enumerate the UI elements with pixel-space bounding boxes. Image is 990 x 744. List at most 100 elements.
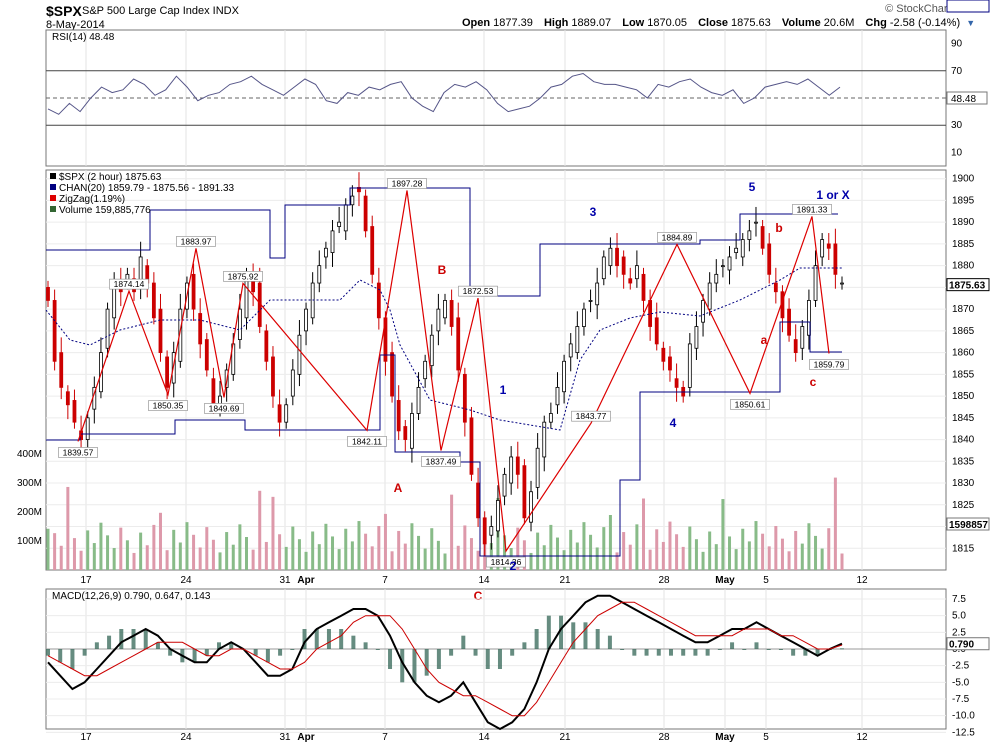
rsi-y-tick-label: 70 bbox=[951, 66, 963, 77]
candle-body bbox=[813, 265, 818, 301]
candle-body bbox=[754, 221, 758, 224]
volume-bar bbox=[642, 498, 645, 570]
candle-body bbox=[807, 300, 811, 336]
volume-tag-box bbox=[946, 517, 990, 531]
chart-date: 8-May-2014 bbox=[46, 19, 105, 31]
wave-label: 4 bbox=[670, 416, 677, 430]
candle-body bbox=[502, 473, 507, 497]
candle-body bbox=[357, 186, 361, 193]
candle-body bbox=[529, 491, 533, 523]
volume-bar bbox=[297, 539, 301, 570]
zigzag-value-box bbox=[571, 410, 611, 422]
volume-bar bbox=[734, 549, 738, 570]
volume-bar bbox=[450, 494, 454, 570]
zigzag-value-box bbox=[109, 278, 149, 290]
zigzag-value-box bbox=[176, 236, 216, 247]
candle-body bbox=[330, 230, 335, 254]
zigzag-value-label: 1883.97 bbox=[181, 236, 212, 246]
macd-x-tick-label: 31 bbox=[279, 732, 291, 743]
last-price-tag-box bbox=[946, 278, 990, 292]
volume-bar bbox=[198, 547, 202, 570]
price-y-tick-label: 1840 bbox=[952, 435, 975, 446]
legend-swatch bbox=[50, 173, 56, 179]
volume-bar bbox=[814, 535, 818, 570]
candle-body bbox=[668, 356, 672, 371]
macd-histogram-bar bbox=[400, 649, 405, 683]
macd-histogram-bar bbox=[192, 649, 197, 663]
price-y-tick-label: 1900 bbox=[952, 174, 975, 185]
chevron-down-icon[interactable]: ▼ bbox=[966, 18, 976, 28]
candle-body bbox=[707, 282, 712, 310]
volume-bar bbox=[377, 526, 381, 570]
volume-bar bbox=[278, 534, 282, 570]
candle-body bbox=[714, 273, 719, 284]
candle-body bbox=[509, 456, 514, 484]
volume-bar bbox=[754, 521, 758, 570]
volume-bar bbox=[211, 539, 215, 570]
macd-histogram-bar bbox=[840, 648, 844, 650]
quote-close-label: Close bbox=[698, 17, 729, 29]
volume-bar bbox=[655, 529, 659, 570]
rsi-y-tick-label: 10 bbox=[951, 147, 963, 158]
candle-body bbox=[727, 256, 732, 271]
candle-body bbox=[416, 386, 421, 414]
rsi-y-tick-label: 30 bbox=[951, 120, 963, 131]
macd-histogram-bar bbox=[583, 622, 588, 649]
quote-volume-label: Volume bbox=[781, 17, 821, 29]
macd-histogram-bar bbox=[119, 629, 124, 649]
macd-histogram-bar bbox=[534, 629, 539, 649]
candle-body bbox=[317, 265, 322, 284]
volume-bar bbox=[628, 544, 632, 570]
candle-body bbox=[436, 308, 441, 332]
volume-bar bbox=[562, 550, 566, 570]
price-legend-entry: Volume 159,885,776 bbox=[59, 205, 151, 216]
volume-bar bbox=[780, 538, 784, 570]
volume-bar bbox=[225, 532, 229, 570]
macd-histogram-bar bbox=[204, 649, 209, 656]
candle-body bbox=[290, 369, 295, 397]
wave-label: 5 bbox=[749, 180, 756, 194]
zigzag-value-label: 1872.53 bbox=[463, 286, 494, 296]
volume-bar bbox=[417, 535, 421, 570]
volume-bar bbox=[311, 531, 315, 570]
volume-bar bbox=[53, 533, 57, 570]
candle-body bbox=[304, 308, 308, 332]
volume-bar bbox=[529, 552, 533, 570]
volume-bar bbox=[456, 545, 460, 570]
volume-bar bbox=[99, 522, 103, 570]
volume-bar bbox=[245, 537, 248, 570]
macd-signal-line bbox=[47, 601, 843, 717]
volume-bar bbox=[827, 528, 831, 570]
price-x-tick-label: 24 bbox=[180, 575, 192, 586]
zigzag-value-label: 1842.11 bbox=[352, 436, 382, 446]
volume-bar bbox=[681, 546, 685, 570]
quote-change-label: Chg bbox=[865, 17, 887, 29]
candle-body bbox=[350, 195, 355, 206]
volume-bar bbox=[46, 528, 50, 570]
macd-histogram-bar bbox=[730, 642, 735, 649]
zigzag-value-box bbox=[730, 399, 770, 410]
candle-body bbox=[694, 326, 699, 349]
candle-body bbox=[701, 300, 705, 323]
candle-body bbox=[747, 230, 752, 240]
volume-bar bbox=[536, 532, 540, 570]
macd-y-tick-label: -12.5 bbox=[952, 727, 975, 738]
price-y-tick-label: 1895 bbox=[952, 195, 975, 206]
volume-bar bbox=[767, 546, 771, 570]
macd-histogram-bar bbox=[607, 635, 612, 649]
candle-body bbox=[608, 247, 613, 267]
legend-swatch bbox=[50, 184, 56, 190]
zigzag-value-box bbox=[809, 359, 849, 370]
candle-body bbox=[522, 465, 527, 519]
candle-body bbox=[158, 308, 163, 354]
macd-histogram-bar bbox=[473, 649, 478, 656]
macd-histogram-bar bbox=[70, 649, 75, 669]
macd-histogram-bar bbox=[546, 615, 551, 649]
candle-body bbox=[641, 273, 646, 301]
quote-open-label: Open bbox=[462, 17, 491, 29]
candle-body bbox=[582, 308, 586, 327]
volume-bar bbox=[284, 546, 288, 570]
macd-histogram-bar bbox=[717, 649, 722, 650]
volume-bar bbox=[542, 545, 546, 570]
volume-bar bbox=[800, 543, 804, 570]
